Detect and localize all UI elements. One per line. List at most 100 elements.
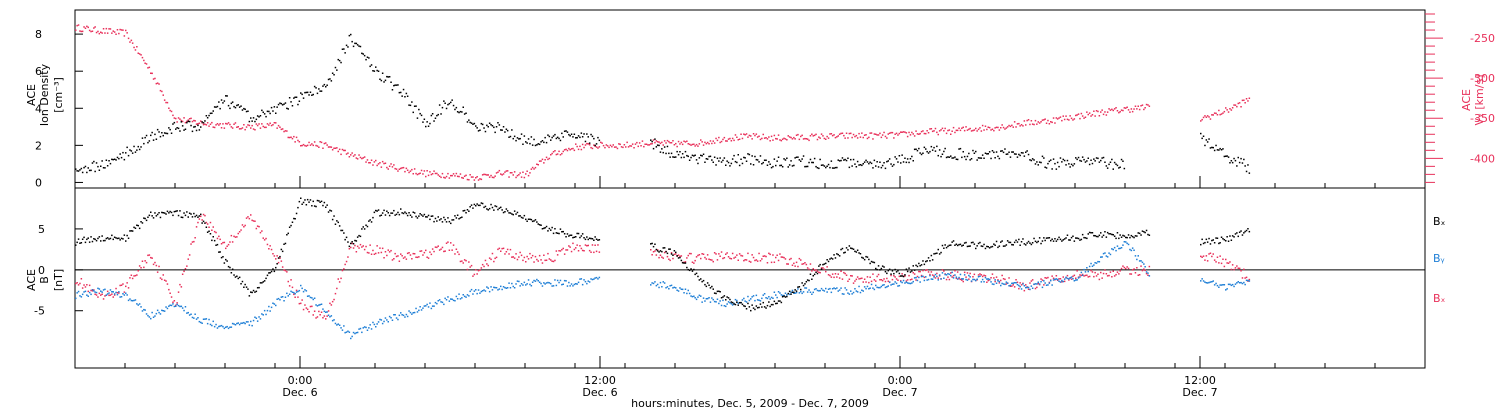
data-point	[943, 130, 945, 132]
data-point	[881, 134, 884, 136]
data-point	[952, 274, 955, 277]
data-point	[650, 143, 652, 145]
data-point	[345, 260, 348, 263]
data-point	[537, 143, 539, 145]
data-point	[259, 282, 262, 284]
data-point	[1133, 249, 1135, 251]
data-point	[86, 238, 88, 241]
data-point	[1141, 261, 1144, 264]
data-point	[922, 152, 924, 154]
data-point	[355, 251, 358, 253]
data-point	[236, 275, 238, 277]
data-point	[1041, 286, 1044, 289]
data-point	[298, 200, 301, 203]
data-point	[898, 155, 901, 157]
data-point	[186, 121, 188, 124]
data-point	[93, 238, 95, 240]
data-point	[134, 49, 137, 51]
data-point	[113, 294, 116, 296]
data-point	[1222, 148, 1224, 150]
data-point	[493, 286, 495, 289]
data-point	[1004, 148, 1006, 150]
data-point	[448, 249, 451, 251]
data-point	[577, 250, 580, 252]
data-point	[413, 311, 416, 314]
data-point	[769, 163, 771, 165]
data-point	[327, 314, 330, 316]
data-point	[919, 281, 921, 283]
data-point	[650, 284, 652, 286]
data-point	[1059, 157, 1062, 159]
data-point	[551, 260, 553, 262]
data-point	[704, 300, 706, 302]
data-point	[880, 279, 883, 281]
data-point	[306, 295, 309, 297]
data-point	[437, 245, 439, 247]
data-point	[965, 276, 967, 278]
data-point	[597, 147, 599, 149]
data-point	[756, 260, 759, 262]
data-point	[1091, 232, 1094, 234]
data-point	[170, 132, 173, 134]
data-point	[86, 171, 88, 174]
data-point	[547, 134, 549, 136]
data-point	[319, 141, 321, 143]
data-point	[1088, 112, 1091, 114]
data-point	[786, 157, 788, 159]
data-point	[180, 305, 183, 308]
data-point	[1106, 275, 1109, 277]
data-point	[736, 301, 738, 303]
data-point	[733, 154, 735, 157]
data-point	[388, 315, 391, 318]
data-point	[543, 162, 545, 164]
data-point	[79, 295, 81, 297]
data-point	[1227, 283, 1230, 286]
data-point	[95, 294, 98, 296]
data-point	[1244, 102, 1246, 104]
data-point	[1059, 281, 1062, 283]
data-point	[212, 126, 214, 128]
data-point	[805, 165, 808, 168]
data-point	[150, 317, 152, 320]
data-point	[887, 280, 889, 282]
data-point	[1083, 268, 1085, 271]
data-point	[1063, 278, 1066, 280]
data-point	[316, 92, 319, 95]
data-point	[791, 138, 794, 140]
data-point	[983, 281, 985, 283]
data-point	[875, 133, 877, 135]
data-point	[618, 143, 620, 145]
data-point	[1072, 235, 1074, 237]
data-point	[1037, 121, 1039, 123]
data-point	[559, 228, 562, 230]
data-point	[448, 177, 451, 179]
data-point	[233, 274, 235, 276]
data-point	[1050, 159, 1052, 161]
data-point	[836, 287, 838, 289]
data-point	[776, 138, 778, 140]
data-point	[1084, 271, 1087, 273]
data-point	[1061, 161, 1063, 163]
data-point	[554, 228, 556, 230]
data-point	[316, 316, 319, 318]
data-point	[777, 259, 780, 262]
data-point	[272, 253, 274, 255]
data-point	[156, 213, 159, 216]
data-point	[758, 161, 760, 163]
data-point	[415, 256, 417, 258]
data-point	[1005, 283, 1008, 285]
data-point	[1059, 238, 1062, 241]
data-point	[776, 302, 778, 305]
data-point	[327, 211, 330, 213]
data-point	[102, 167, 105, 169]
data-point	[1201, 256, 1203, 258]
data-point	[551, 226, 553, 229]
data-point	[273, 106, 276, 108]
data-point	[579, 236, 581, 239]
data-point	[262, 281, 264, 283]
data-point	[1052, 117, 1055, 119]
data-point	[729, 257, 731, 260]
data-point	[587, 280, 589, 282]
data-point	[731, 252, 734, 255]
